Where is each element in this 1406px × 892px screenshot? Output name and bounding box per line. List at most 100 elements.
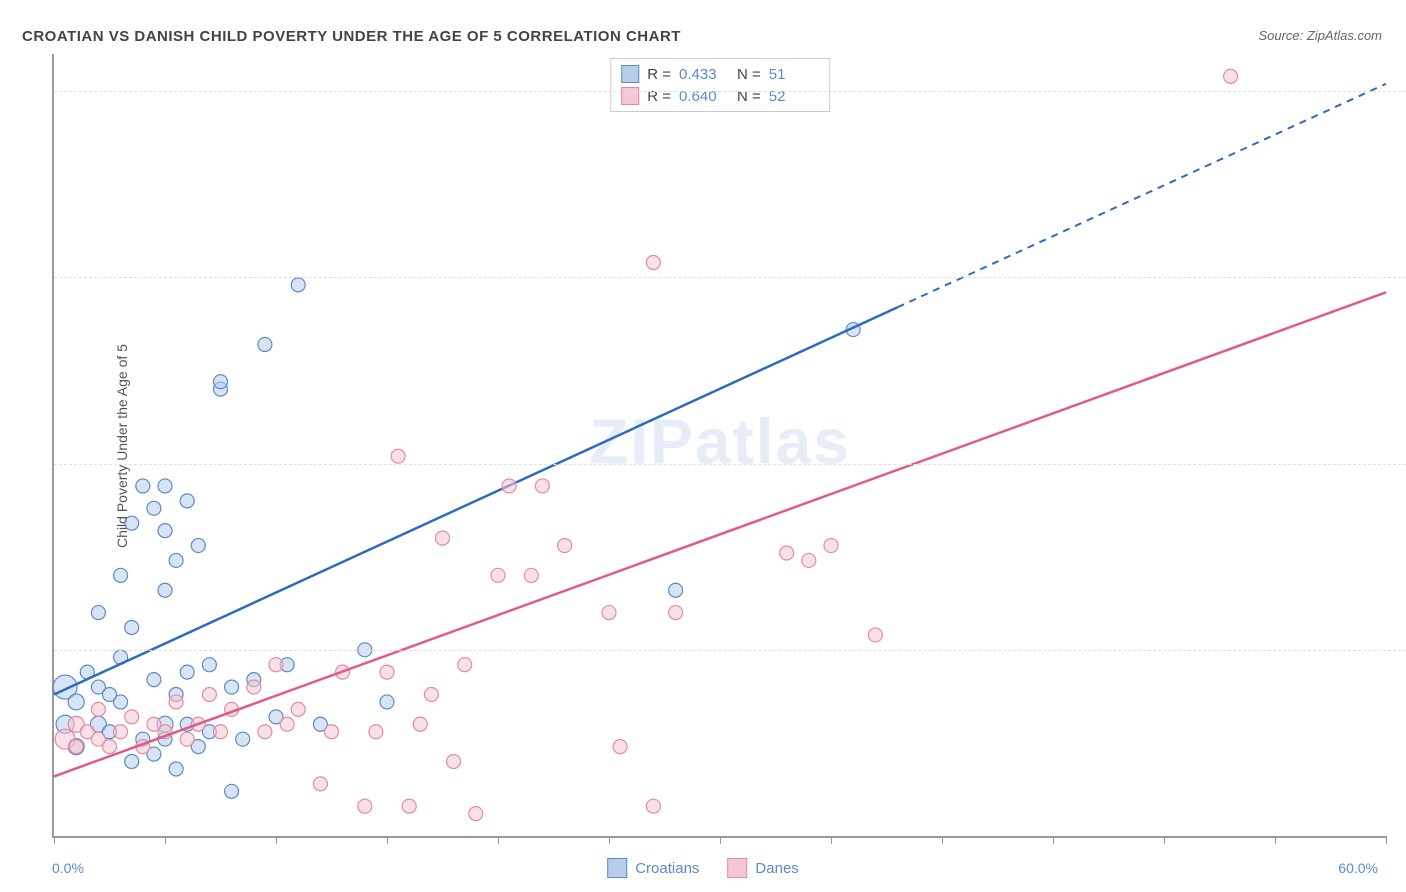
data-point <box>202 658 216 672</box>
data-point <box>103 740 117 754</box>
data-point <box>125 516 139 530</box>
data-point <box>358 799 372 813</box>
data-point <box>524 568 538 582</box>
data-point <box>147 673 161 687</box>
data-point <box>602 606 616 620</box>
gridline <box>54 464 1406 465</box>
x-axis-end-label: 60.0% <box>1338 860 1378 876</box>
data-point <box>136 479 150 493</box>
x-tick <box>1053 836 1054 844</box>
data-point <box>236 732 250 746</box>
legend-label: Croatians <box>635 860 699 877</box>
data-point <box>69 740 83 754</box>
legend-label: Danes <box>755 860 798 877</box>
data-point <box>91 702 105 716</box>
data-point <box>413 717 427 731</box>
x-tick <box>1164 836 1165 844</box>
data-point <box>125 755 139 769</box>
data-point <box>369 725 383 739</box>
data-point <box>125 620 139 634</box>
data-point <box>669 606 683 620</box>
chart-svg <box>54 54 1386 836</box>
data-point <box>313 777 327 791</box>
gridline <box>54 650 1406 651</box>
data-point <box>447 755 461 769</box>
data-point <box>147 717 161 731</box>
data-point <box>225 784 239 798</box>
x-tick <box>720 836 721 844</box>
data-point <box>169 695 183 709</box>
data-point <box>502 479 516 493</box>
data-point <box>291 278 305 292</box>
data-point <box>180 665 194 679</box>
gridline <box>54 277 1406 278</box>
data-point <box>202 687 216 701</box>
x-tick <box>609 836 610 844</box>
data-point <box>191 539 205 553</box>
data-point <box>225 680 239 694</box>
data-point <box>780 546 794 560</box>
data-point <box>214 375 228 389</box>
data-point <box>458 658 472 672</box>
x-tick <box>942 836 943 844</box>
data-point <box>380 665 394 679</box>
chart-container: CROATIAN VS DANISH CHILD POVERTY UNDER T… <box>0 0 1406 892</box>
legend-swatch <box>607 858 627 878</box>
data-point <box>180 732 194 746</box>
data-point <box>558 539 572 553</box>
x-tick <box>1386 836 1387 844</box>
data-point <box>669 583 683 597</box>
data-point <box>158 479 172 493</box>
data-point <box>125 710 139 724</box>
data-point <box>424 687 438 701</box>
x-axis-start-label: 0.0% <box>52 860 84 876</box>
data-point <box>247 680 261 694</box>
data-point <box>169 553 183 567</box>
data-point <box>391 449 405 463</box>
data-point <box>325 725 339 739</box>
x-tick <box>498 836 499 844</box>
data-point <box>380 695 394 709</box>
data-point <box>436 531 450 545</box>
data-point <box>91 606 105 620</box>
data-point <box>214 725 228 739</box>
data-point <box>824 539 838 553</box>
chart-title: CROATIAN VS DANISH CHILD POVERTY UNDER T… <box>22 28 681 45</box>
data-point <box>802 553 816 567</box>
legend-item: Croatians <box>607 858 699 878</box>
data-point <box>269 658 283 672</box>
data-point <box>103 687 117 701</box>
x-tick <box>387 836 388 844</box>
data-point <box>868 628 882 642</box>
x-tick <box>54 836 55 844</box>
data-point <box>469 807 483 821</box>
data-point <box>258 725 272 739</box>
legend-swatch <box>727 858 747 878</box>
x-tick <box>165 836 166 844</box>
gridline <box>54 91 1406 92</box>
data-point <box>158 524 172 538</box>
x-tick <box>276 836 277 844</box>
regression-line-dashed <box>898 84 1386 307</box>
regression-line <box>54 292 1386 776</box>
plot-area: ZIPatlas R = 0.433 N = 51 R = 0.640 N = … <box>52 54 1386 838</box>
data-point <box>114 725 128 739</box>
data-point <box>1224 69 1238 83</box>
data-point <box>114 568 128 582</box>
data-point <box>646 256 660 270</box>
source-attribution: Source: ZipAtlas.com <box>1258 28 1382 43</box>
bottom-legend: Croatians Danes <box>607 858 799 878</box>
data-point <box>280 717 294 731</box>
x-tick <box>831 836 832 844</box>
data-point <box>613 740 627 754</box>
data-point <box>258 337 272 351</box>
data-point <box>180 494 194 508</box>
data-point <box>147 501 161 515</box>
data-point <box>491 568 505 582</box>
data-point <box>158 583 172 597</box>
data-point <box>68 694 84 710</box>
legend-item: Danes <box>727 858 798 878</box>
data-point <box>646 799 660 813</box>
x-tick <box>1275 836 1276 844</box>
data-point <box>169 762 183 776</box>
